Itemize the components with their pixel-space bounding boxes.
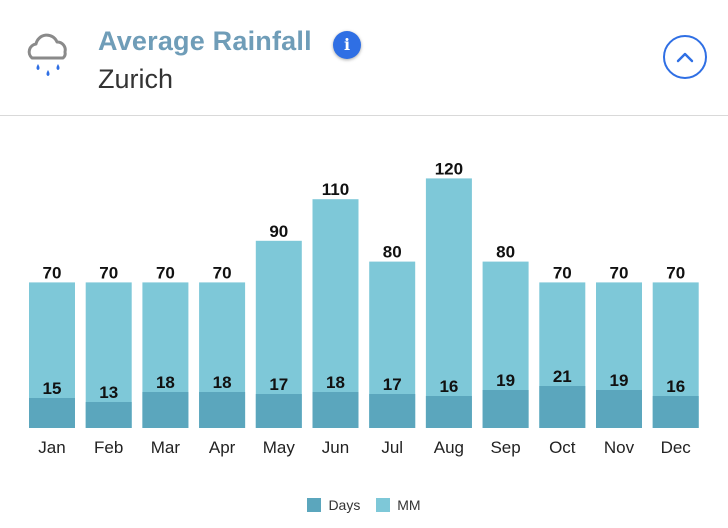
data-label-days: 13 bbox=[99, 383, 118, 402]
bar-group-may[interactable]: 90 17 May bbox=[255, 222, 302, 457]
bar-mm[interactable] bbox=[425, 178, 472, 428]
x-tick-label: Mar bbox=[151, 438, 181, 457]
bar-days[interactable] bbox=[539, 386, 586, 428]
data-label-mm: 70 bbox=[666, 263, 685, 282]
data-label-mm: 80 bbox=[496, 243, 515, 262]
bar-days[interactable] bbox=[142, 392, 189, 428]
legend-item-mm[interactable]: MM bbox=[376, 497, 421, 513]
data-label-mm: 70 bbox=[553, 263, 572, 282]
bar-group-nov[interactable]: 70 19 Nov bbox=[596, 263, 642, 457]
data-label-days: 15 bbox=[43, 379, 62, 398]
data-label-days: 18 bbox=[213, 373, 232, 392]
data-label-days: 16 bbox=[439, 377, 458, 396]
data-label-mm: 110 bbox=[322, 180, 349, 199]
x-tick-label: Jun bbox=[322, 438, 349, 457]
bar-days[interactable] bbox=[85, 402, 132, 428]
chart-header: Average Rainfall Zurich i bbox=[0, 0, 728, 116]
data-label-days: 19 bbox=[610, 371, 629, 390]
bar-group-mar[interactable]: 70 18 Mar bbox=[142, 263, 189, 457]
bar-group-jun[interactable]: 110 18 Jun bbox=[312, 180, 359, 457]
bar-days[interactable] bbox=[369, 394, 416, 428]
data-label-mm: 120 bbox=[435, 159, 463, 178]
x-tick-label: Dec bbox=[661, 438, 692, 457]
bar-group-aug[interactable]: 120 16 Aug bbox=[425, 159, 472, 457]
data-label-days: 16 bbox=[666, 377, 685, 396]
legend-swatch-mm bbox=[376, 498, 391, 512]
x-tick-label: Apr bbox=[209, 438, 236, 457]
data-label-mm: 70 bbox=[156, 263, 175, 282]
data-label-mm: 90 bbox=[269, 222, 288, 241]
data-label-mm: 70 bbox=[43, 263, 62, 282]
bar-group-jul[interactable]: 80 17 Jul bbox=[369, 243, 416, 457]
bar-days[interactable] bbox=[29, 398, 75, 428]
data-label-mm: 70 bbox=[610, 263, 629, 282]
data-label-days: 21 bbox=[553, 367, 572, 386]
rain-cloud-icon bbox=[27, 33, 67, 76]
bar-days[interactable] bbox=[596, 390, 642, 428]
legend-item-days[interactable]: Days bbox=[307, 497, 360, 513]
bar-group-jan[interactable]: 70 15 Jan bbox=[29, 263, 75, 457]
rainfall-chart: 70 15 Jan 70 13 Feb 70 18 Mar 70 18 Apr 90 17 May 110 18… bbox=[29, 159, 699, 457]
chart-legend: Days MM bbox=[0, 497, 728, 515]
data-label-days: 17 bbox=[269, 375, 288, 394]
bar-group-sep[interactable]: 80 19 Sep bbox=[482, 243, 529, 457]
x-tick-label: Jul bbox=[381, 438, 403, 457]
data-label-mm: 70 bbox=[99, 263, 118, 282]
bar-group-dec[interactable]: 70 16 Dec bbox=[652, 263, 699, 457]
x-tick-label: Aug bbox=[434, 438, 464, 457]
info-icon[interactable]: i bbox=[333, 31, 361, 59]
x-tick-label: Oct bbox=[549, 438, 576, 457]
chart-subtitle: Zurich bbox=[98, 64, 174, 94]
data-label-days: 18 bbox=[326, 373, 345, 392]
bar-group-oct[interactable]: 70 21 Oct bbox=[539, 263, 586, 457]
legend-swatch-days bbox=[307, 498, 322, 512]
x-tick-label: Jan bbox=[38, 438, 65, 457]
x-tick-label: May bbox=[263, 438, 296, 457]
bar-days[interactable] bbox=[652, 396, 699, 428]
bar-group-apr[interactable]: 70 18 Apr bbox=[199, 263, 246, 457]
chevron-up-icon bbox=[676, 52, 694, 63]
bar-days[interactable] bbox=[425, 396, 472, 428]
legend-label-mm: MM bbox=[397, 497, 421, 513]
chart-title: Average Rainfall bbox=[98, 26, 312, 56]
bar-days[interactable] bbox=[312, 392, 359, 428]
x-tick-label: Feb bbox=[94, 438, 123, 457]
bar-group-feb[interactable]: 70 13 Feb bbox=[85, 263, 132, 457]
legend-label-days: Days bbox=[328, 497, 361, 513]
x-tick-label: Nov bbox=[604, 438, 635, 457]
bar-days[interactable] bbox=[482, 390, 529, 428]
data-label-mm: 80 bbox=[383, 243, 402, 262]
data-label-mm: 70 bbox=[213, 263, 232, 282]
bar-days[interactable] bbox=[255, 394, 302, 428]
bar-days[interactable] bbox=[199, 392, 246, 428]
data-label-days: 19 bbox=[496, 371, 515, 390]
collapse-button[interactable] bbox=[663, 35, 707, 79]
data-label-days: 17 bbox=[383, 375, 402, 394]
bar-mm[interactable] bbox=[312, 199, 359, 428]
x-tick-label: Sep bbox=[490, 438, 520, 457]
data-label-days: 18 bbox=[156, 373, 175, 392]
